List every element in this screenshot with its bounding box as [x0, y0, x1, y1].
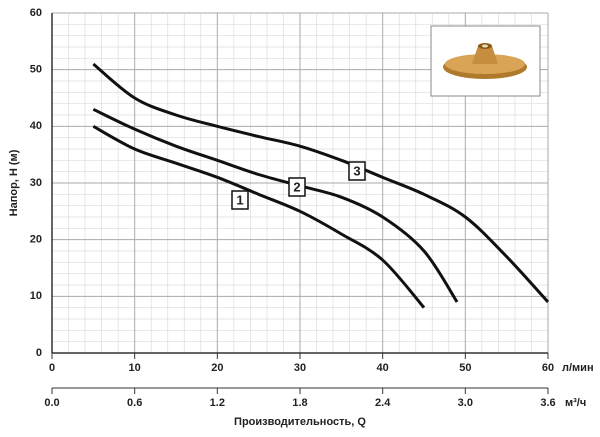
- y-tick-label: 30: [30, 177, 42, 189]
- impeller-photo: [430, 25, 541, 97]
- x-unit: л/мин: [562, 362, 594, 374]
- curve-label-box: [231, 190, 249, 210]
- x-axis-title: Производительность, Q: [234, 416, 366, 428]
- y-tick-label: 50: [30, 64, 42, 76]
- curve: [92, 62, 550, 304]
- x-tick-label: 30: [294, 362, 306, 374]
- curve: [92, 107, 459, 303]
- plot: 1 2 3: [92, 62, 550, 309]
- y-axis-title: Напор, H (м): [8, 149, 20, 216]
- curve-label: 3: [353, 163, 360, 178]
- y-tick-label: 40: [30, 120, 42, 132]
- curve-label-box: [288, 177, 306, 197]
- x-tick-label: 0: [49, 362, 55, 374]
- x-tick-label: 10: [129, 362, 141, 374]
- y-tick-label: 10: [30, 290, 42, 302]
- x-tick-label: 20: [211, 362, 223, 374]
- x2-tick-label: 2.4: [375, 397, 391, 409]
- x2-tick-label: 3.6: [540, 397, 555, 409]
- x-tick-label: 50: [459, 362, 471, 374]
- y-tick-label: 60: [30, 7, 42, 19]
- curve-label-box: [348, 161, 366, 181]
- curve: [92, 125, 426, 309]
- curve-label: 1: [236, 192, 243, 207]
- x2-unit: м³/ч: [565, 397, 586, 409]
- x-tick-label: 40: [377, 362, 389, 374]
- x-tick-label: 60: [542, 362, 554, 374]
- x2-tick-label: 0.0: [44, 397, 59, 409]
- curve-label: 2: [293, 179, 300, 194]
- x2-tick-label: 1.8: [292, 397, 307, 409]
- x2-tick-label: 0.6: [127, 397, 142, 409]
- y-tick-label: 20: [30, 234, 42, 246]
- x2-tick-label: 1.2: [210, 397, 225, 409]
- y-tick-label: 0: [36, 347, 42, 359]
- x2-tick-label: 3.0: [458, 397, 473, 409]
